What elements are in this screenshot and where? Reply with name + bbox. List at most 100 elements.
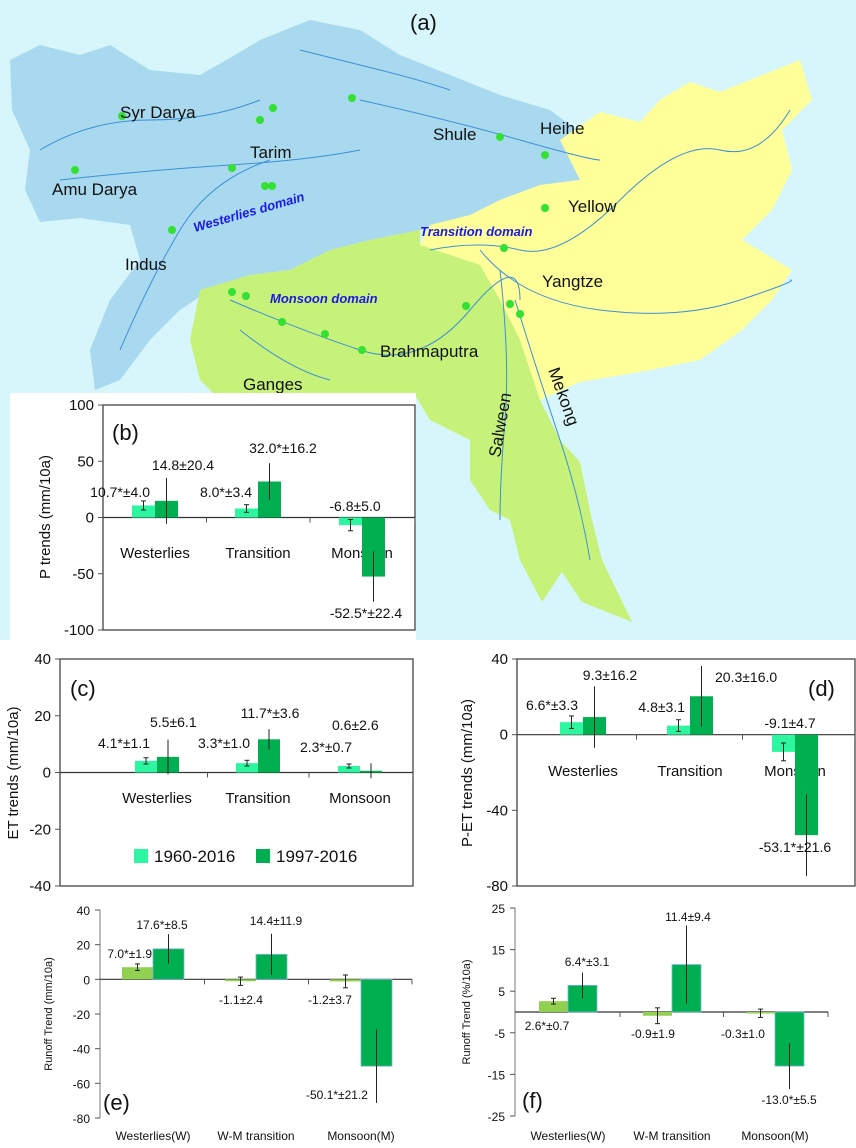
- bar-1997-2016: [362, 517, 385, 577]
- transition-domain-label: Transition domain: [420, 224, 532, 239]
- category-label: Monsoon: [329, 790, 391, 807]
- data-label: -53.1*±21.6: [759, 839, 832, 855]
- category-label: Monsoon(M): [741, 1129, 808, 1143]
- legend-swatch-1997-2016: [256, 849, 270, 863]
- panel-b-background: [10, 393, 416, 640]
- river-line: [229, 276, 521, 356]
- data-label: 14.4±11.9: [250, 914, 303, 928]
- station-marker: [228, 288, 236, 296]
- category-label: Transition: [225, 790, 290, 807]
- panel-label-f: (f): [522, 1088, 543, 1113]
- data-label: 14.8±20.4: [152, 457, 214, 473]
- category-label: Monsoon(M): [327, 1129, 394, 1143]
- basin-label-amu-darya: Amu Darya: [52, 180, 138, 199]
- data-label: 4.1*±1.1: [98, 735, 150, 751]
- data-label: -9.1±4.7: [764, 715, 815, 731]
- panel-label-d: (d): [808, 676, 835, 701]
- y-tick-label: -40: [486, 802, 508, 819]
- chart-b: 100 50 0 -50 -100 P trends (mm/10a) (b) Westerl…: [37, 397, 416, 639]
- basin-label-yangtze: Yangtze: [542, 272, 603, 291]
- data-label: 5.5±6.1: [150, 714, 197, 730]
- bar-1997-2016: [795, 734, 818, 836]
- panel-label-a: (a): [410, 10, 437, 35]
- y-tick-label: 20: [34, 708, 51, 725]
- y-tick-label: -5: [494, 1027, 505, 1041]
- station-marker: [268, 182, 276, 190]
- data-label: -6.8±5.0: [329, 498, 380, 514]
- data-label: 9.3±16.2: [583, 667, 638, 683]
- data-label: 4.8±3.1: [638, 699, 685, 715]
- river-line: [359, 99, 601, 161]
- bar-1960-2016: [132, 505, 155, 518]
- station-marker: [321, 330, 329, 338]
- y-axis-title: P-ET trends (mm/10a): [459, 699, 476, 847]
- category-label: Westerlies: [548, 763, 618, 780]
- station-marker: [228, 164, 236, 172]
- data-label: 7.0*±1.9: [107, 947, 152, 961]
- y-axis-title: ET trends (mm/10a): [5, 706, 22, 839]
- y-tick-label: -20: [29, 821, 51, 838]
- y-tick-label: -40: [29, 878, 51, 895]
- y-tick-label: -80: [73, 1112, 91, 1126]
- category-label: Westerlies: [120, 545, 190, 562]
- monsoon-domain-label: Monsoon domain: [270, 291, 378, 306]
- chart-d: 40 0 -40 -80 P-ET trends (mm/10a) (d) Westerli…: [459, 651, 856, 895]
- y-tick-label: -40: [73, 1043, 91, 1057]
- bar-1960-2016: [236, 763, 258, 773]
- data-label: 11.7*±3.6: [241, 705, 300, 721]
- plot-frame: [516, 658, 856, 887]
- basin-label-ganges: Ganges: [243, 375, 303, 394]
- basin-label-tarim: Tarim: [250, 143, 292, 162]
- y-axis-title: Runoff Trend (%/10a): [461, 960, 473, 1065]
- y-tick-label: 40: [77, 904, 91, 918]
- y-tick-label: 20: [77, 939, 91, 953]
- station-marker: [256, 116, 264, 124]
- data-label: 11.4±9.4: [665, 910, 711, 924]
- station-marker: [168, 226, 176, 234]
- chart-f: 25 15 5 -5 -15 -25 Runoff Trend (%/10a) (f) West…: [461, 902, 829, 1143]
- y-tick-label: 0: [43, 765, 51, 782]
- panel-label-c: (c): [70, 676, 96, 701]
- y-tick-label: 25: [492, 902, 506, 916]
- data-label: 8.0*±3.4: [200, 484, 252, 500]
- station-marker: [261, 182, 269, 190]
- category-label: W-M transition: [217, 1129, 294, 1143]
- station-markers: [71, 94, 549, 354]
- basin-label-syr-darya: Syr Darya: [120, 103, 196, 122]
- data-label: -50.1*±21.2: [306, 1088, 368, 1102]
- station-marker: [71, 166, 79, 174]
- river-line: [499, 269, 508, 521]
- data-label: 17.6*±8.5: [136, 918, 188, 932]
- data-label: -13.0*±5.5: [761, 1093, 817, 1107]
- data-label: -0.9±1.9: [631, 1027, 675, 1041]
- data-label: 2.3*±0.7: [300, 739, 352, 755]
- y-tick-label: 50: [77, 453, 94, 470]
- bar-1997-2016: [258, 739, 280, 773]
- category-label: Transition: [225, 545, 290, 562]
- legend-label-1997-2016: 1997-2016: [276, 847, 357, 866]
- y-tick-label: 40: [491, 651, 508, 668]
- data-label: 3.3*±1.0: [198, 735, 250, 751]
- basin-label-indus: Indus: [125, 255, 167, 274]
- y-tick-label: 40: [34, 651, 51, 668]
- y-tick-label: 0: [86, 510, 94, 527]
- bar-1960-2016: [122, 967, 153, 980]
- y-tick-label: 15: [492, 944, 506, 958]
- y-tick-label: -60: [73, 1077, 91, 1091]
- category-label: Transition: [657, 763, 722, 780]
- basin-label-brahmaputra: Brahmaputra: [380, 342, 479, 361]
- river-line: [479, 249, 792, 314]
- station-marker: [541, 204, 549, 212]
- y-tick-label: -15: [488, 1068, 506, 1082]
- data-label: -0.3±1.0: [721, 1027, 765, 1041]
- category-label: Westerlies: [122, 790, 192, 807]
- y-tick-label: 0: [500, 727, 508, 744]
- station-marker: [358, 346, 366, 354]
- data-label: 0.6±2.6: [332, 717, 379, 733]
- rivers: [39, 49, 792, 561]
- station-marker: [278, 318, 286, 326]
- river-line: [39, 99, 261, 151]
- y-tick-label: -80: [486, 878, 508, 895]
- data-label: 6.6*±3.3: [526, 697, 578, 713]
